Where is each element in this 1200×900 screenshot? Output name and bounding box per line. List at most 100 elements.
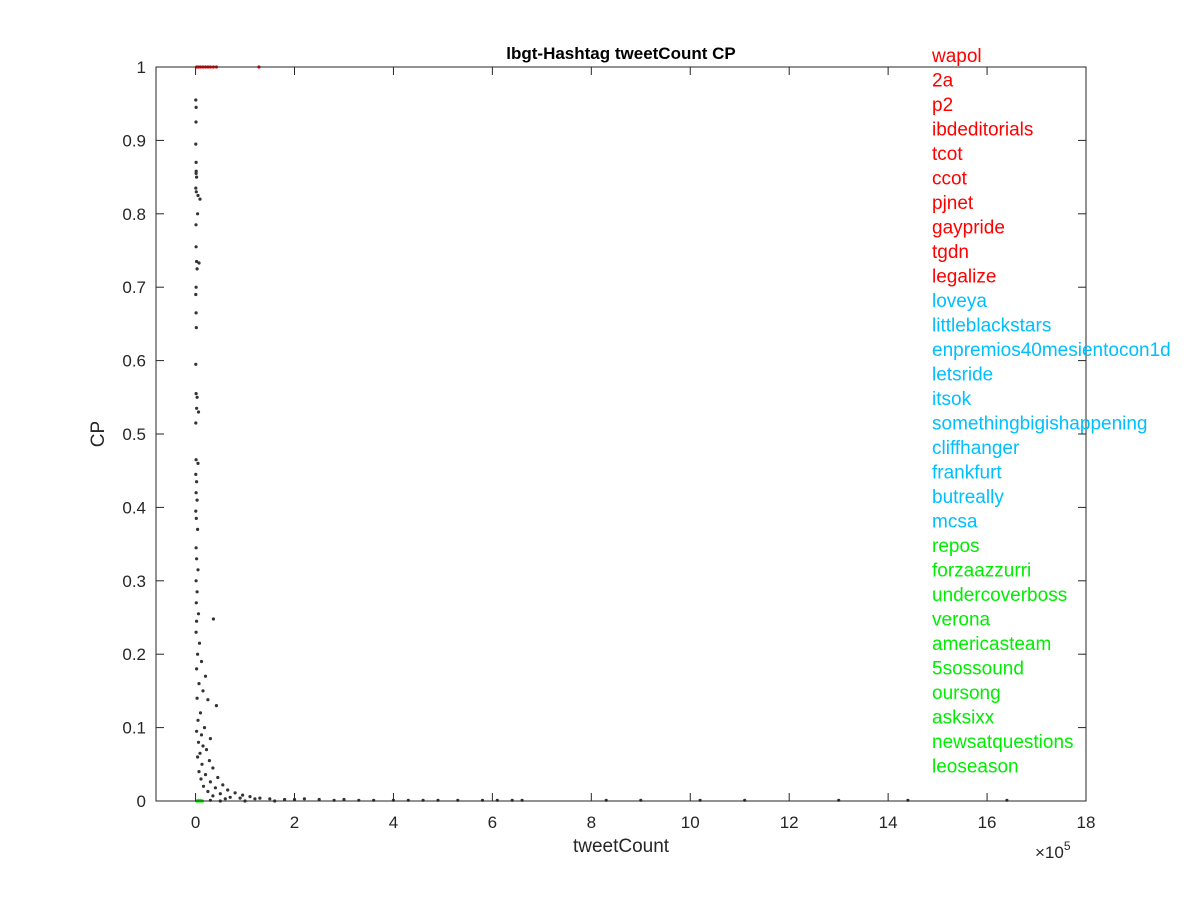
data-point (228, 795, 232, 799)
data-point (194, 142, 198, 146)
data-point (194, 171, 198, 175)
data-point (194, 186, 198, 190)
data-point (195, 175, 199, 179)
hashtag-label: wapol (931, 46, 982, 67)
data-point (194, 630, 198, 634)
data-point (195, 480, 199, 484)
x-tick-label: 10 (681, 813, 700, 832)
data-point (194, 516, 198, 521)
hashtag-label: asksixx (932, 708, 995, 729)
hashtag-label: forzaazzurri (932, 561, 1031, 582)
data-point (194, 472, 198, 476)
hashtag-label: pjnet (932, 193, 974, 214)
x-multiplier-exponent: 5 (1064, 839, 1071, 853)
data-point (196, 718, 200, 722)
data-point (199, 659, 204, 664)
hashtag-label: cliffhanger (932, 438, 1020, 459)
data-point (194, 105, 198, 109)
data-point (194, 509, 198, 513)
data-point (221, 783, 225, 787)
data-point (195, 395, 199, 399)
data-point (195, 696, 199, 700)
x-tick-label: 18 (1077, 813, 1096, 832)
x-tick-label: 14 (879, 813, 898, 832)
data-point (201, 689, 205, 693)
data-point (283, 797, 287, 802)
x-tick-label: 16 (978, 813, 997, 832)
y-tick-label: 0.4 (122, 498, 146, 517)
data-point (200, 762, 204, 766)
data-point (342, 797, 346, 802)
data-point (197, 682, 201, 686)
data-point (194, 223, 198, 227)
hashtag-annotations: wapol 2a p2 ibdeditorials tcot ccot pjnet gaypr… (931, 46, 1171, 778)
hashtag-label: ibdeditorials (932, 120, 1033, 141)
x-multiplier-base: ×10 (1035, 843, 1064, 862)
data-point (195, 619, 199, 623)
plot-area (156, 67, 1086, 801)
y-tick-label: 0.2 (122, 645, 146, 664)
y-tick-label: 0.9 (122, 131, 146, 150)
hashtag-label: verona (932, 610, 991, 631)
data-point (203, 674, 208, 678)
data-point (201, 784, 206, 788)
data-point (194, 392, 198, 396)
y-tick-label: 0.1 (122, 719, 146, 738)
data-point (196, 652, 200, 656)
hashtag-label: tcot (932, 144, 963, 165)
data-point (214, 704, 218, 708)
data-point (195, 267, 199, 271)
data-point (207, 759, 211, 763)
hashtag-label: americasteam (932, 634, 1051, 655)
hashtag-label: p2 (932, 95, 953, 116)
y-tick-label: 0.8 (122, 205, 146, 224)
data-point (198, 751, 202, 755)
data-point (196, 212, 200, 216)
data-point (196, 527, 200, 532)
data-point (253, 797, 257, 801)
data-point (201, 744, 205, 748)
y-tick-label: 0 (137, 792, 146, 811)
hashtag-label: repos (932, 536, 980, 557)
data-point (195, 729, 199, 733)
data-point (194, 245, 198, 249)
data-point (194, 285, 198, 289)
data-point (204, 748, 209, 752)
hashtag-label: letsride (932, 365, 993, 386)
data-point (302, 797, 306, 801)
data-point (211, 766, 215, 770)
data-point (195, 557, 199, 561)
hashtag-label: loveya (932, 291, 987, 312)
hashtag-label: undercoverboss (932, 585, 1067, 606)
y-axis-label: CP (88, 421, 109, 447)
data-point (194, 120, 198, 124)
data-point (194, 326, 198, 330)
x-tick-label: 0 (191, 813, 200, 832)
x-tick-label: 8 (587, 813, 596, 832)
data-point (194, 292, 198, 297)
hashtag-label: legalize (932, 267, 996, 288)
data-point (238, 796, 242, 800)
hashtag-label: 5sossound (932, 659, 1024, 680)
hashtag-label: frankfurt (932, 463, 1002, 484)
data-point (208, 780, 212, 784)
data-point (194, 190, 198, 194)
data-point (206, 698, 210, 702)
data-point (202, 726, 207, 730)
data-point (196, 740, 201, 744)
data-point (197, 641, 202, 645)
data-point (199, 777, 203, 781)
x-tick-label: 2 (290, 813, 299, 832)
x-tick-labels: 0 2 4 6 8 10 12 14 16 18 (191, 813, 1096, 832)
data-point (203, 773, 208, 777)
y-tick-label: 0.5 (122, 425, 146, 444)
x-tick-label: 4 (389, 813, 398, 832)
data-point (218, 792, 222, 796)
data-point (195, 406, 199, 410)
data-point (194, 546, 198, 550)
data-point (195, 259, 199, 264)
x-tick-label: 6 (488, 813, 497, 832)
data-point (196, 612, 201, 616)
hashtag-label: enpremios40mesientocon1d (932, 340, 1171, 361)
x-axis-label: tweetCount (573, 836, 670, 857)
